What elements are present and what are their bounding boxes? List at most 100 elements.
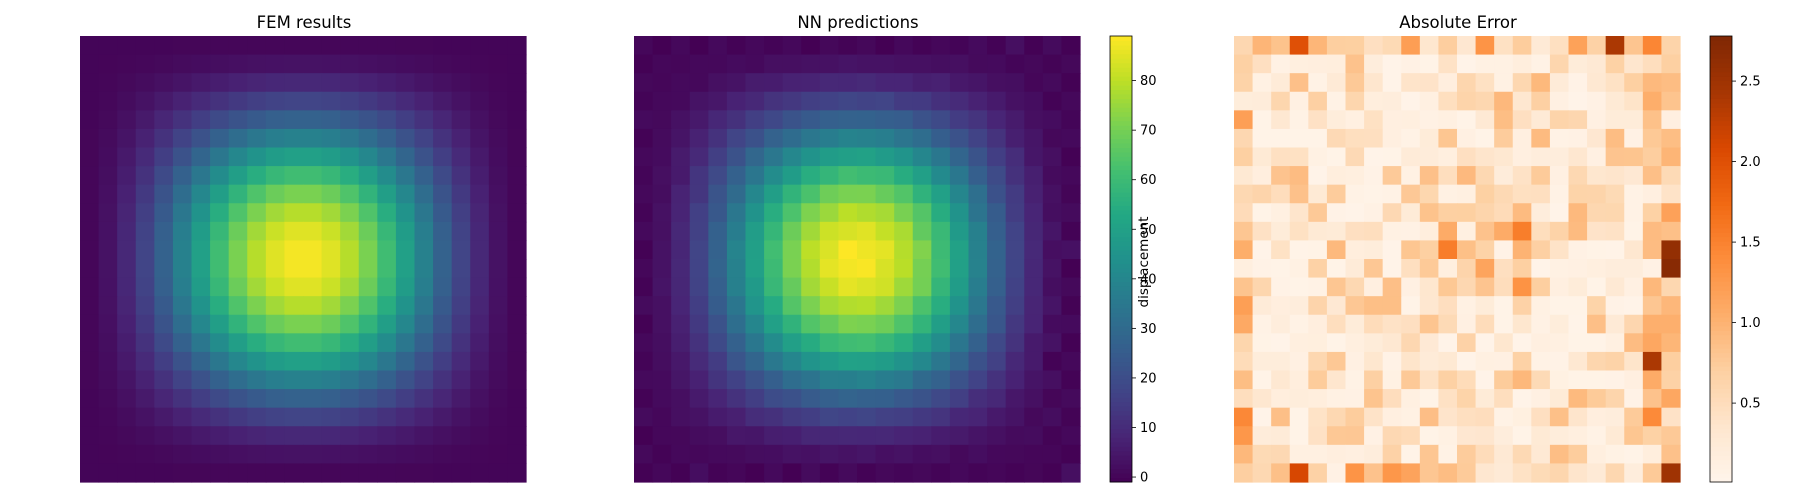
fem-results-cell [433, 36, 453, 56]
nn-predictions-cell [745, 36, 765, 56]
absolute-error-cell [1457, 370, 1477, 390]
nn-predictions-cell [1024, 314, 1044, 334]
absolute-error-cell [1642, 277, 1663, 297]
error-colorbar-gradient-segment [1710, 111, 1732, 117]
fem-results-cell [433, 128, 453, 149]
nn-predictions-cell [708, 54, 728, 74]
nn-predictions-cell [949, 203, 970, 223]
absolute-error-cell [1308, 203, 1328, 223]
fem-results-cell [303, 91, 323, 111]
fem-results-cell [284, 184, 304, 204]
displacement-colorbar-tick-label: 0 [1140, 471, 1148, 486]
absolute-error-cell [1438, 184, 1458, 204]
nn-predictions-cell [671, 91, 691, 111]
absolute-error-cell [1494, 221, 1514, 242]
fem-results-cell [172, 240, 193, 260]
fem-results-cell [395, 91, 416, 111]
absolute-error-cell [1289, 184, 1309, 204]
absolute-error-cell [1419, 277, 1440, 297]
nn-predictions-cell [1061, 184, 1081, 204]
displacement-colorbar-gradient-segment [1110, 125, 1132, 131]
nn-predictions-cell [634, 36, 654, 56]
nn-predictions-cell [1061, 314, 1081, 334]
nn-predictions-cell [1061, 91, 1081, 111]
absolute-error-cell [1661, 351, 1681, 372]
absolute-error-cell [1308, 54, 1328, 74]
nn-predictions-cell [634, 333, 654, 353]
absolute-error-cell [1364, 36, 1384, 56]
fem-results-cell [451, 333, 471, 353]
absolute-error-cell [1512, 240, 1532, 260]
fem-results-cell [247, 314, 267, 334]
displacement-colorbar-gradient-segment [1110, 410, 1132, 416]
nn-predictions-cell [634, 203, 654, 223]
fem-results-cell [284, 54, 304, 74]
absolute-error-cell [1252, 221, 1272, 242]
displacement-colorbar-gradient-segment [1110, 49, 1132, 55]
fem-results-cell [395, 36, 416, 56]
fem-results-cell [451, 259, 471, 279]
nn-predictions-cell [949, 426, 970, 446]
absolute-error-cell [1308, 370, 1328, 390]
fem-results-cell [172, 314, 193, 334]
displacement-colorbar-gradient-segment [1110, 134, 1132, 140]
absolute-error-cell [1568, 73, 1588, 93]
absolute-error-cell [1512, 426, 1532, 446]
absolute-error-cell [1364, 221, 1384, 242]
nn-predictions-cell [708, 389, 728, 409]
fem-results-cell [507, 184, 527, 204]
fem-results-cell [507, 370, 527, 390]
nn-predictions-cell [764, 36, 784, 56]
error-colorbar-gradient-segment [1710, 93, 1732, 99]
fem-results-cell [340, 240, 360, 260]
nn-predictions-cell [875, 110, 895, 130]
absolute-error-cell [1642, 184, 1663, 204]
fem-results-cell [303, 73, 323, 93]
absolute-error-cell [1252, 370, 1272, 390]
displacement-colorbar-gradient-segment [1110, 437, 1132, 443]
absolute-error-cell [1364, 389, 1384, 409]
error-colorbar: 0.51.01.52.02.5 [1709, 35, 1761, 483]
nn-predictions-cell [745, 91, 765, 111]
nn-predictions-cell [689, 296, 709, 316]
absolute-error-cell [1642, 389, 1663, 409]
absolute-error-cell [1475, 333, 1495, 353]
nn-predictions-cell [782, 259, 802, 279]
absolute-error-cell [1568, 426, 1588, 446]
fem-results-cell [433, 147, 453, 167]
absolute-error-cell [1271, 351, 1291, 372]
absolute-error-title: Absolute Error [1399, 13, 1517, 32]
absolute-error-cell [1531, 277, 1551, 297]
fem-results-cell [98, 463, 118, 483]
absolute-error-cell [1308, 36, 1328, 56]
nn-predictions-cell [875, 444, 895, 465]
absolute-error-cell [1568, 296, 1588, 316]
absolute-error-cell [1419, 147, 1440, 167]
nn-predictions-cell [634, 444, 654, 465]
fem-results-cell [135, 110, 155, 130]
fem-results-cell [321, 240, 341, 260]
absolute-error-cell [1252, 203, 1272, 223]
fem-results-cell [340, 166, 360, 186]
fem-results-cell [154, 91, 174, 111]
fem-results-cell [98, 128, 118, 149]
error-colorbar-gradient-segment [1710, 334, 1732, 340]
nn-predictions-cell [1042, 54, 1063, 74]
fem-results-cell [303, 351, 323, 372]
error-colorbar-gradient-segment [1710, 415, 1732, 421]
error-colorbar-tick-label: 1.0 [1740, 316, 1761, 331]
absolute-error-cell [1438, 221, 1458, 242]
fem-results-cell [210, 277, 230, 297]
nn-predictions-cell [801, 351, 821, 372]
absolute-error-cell [1401, 73, 1421, 93]
absolute-error-cell [1475, 166, 1495, 186]
fem-results-cell [135, 203, 155, 223]
fem-results-cell [265, 73, 286, 93]
nn-predictions-cell [782, 221, 802, 242]
displacement-colorbar-gradient-segment [1110, 285, 1132, 291]
nn-predictions-cell [987, 128, 1007, 149]
displacement-colorbar-gradient-segment [1110, 245, 1132, 251]
absolute-error-cell [1457, 128, 1477, 149]
nn-predictions-cell [671, 444, 691, 465]
absolute-error-cell [1345, 426, 1365, 446]
